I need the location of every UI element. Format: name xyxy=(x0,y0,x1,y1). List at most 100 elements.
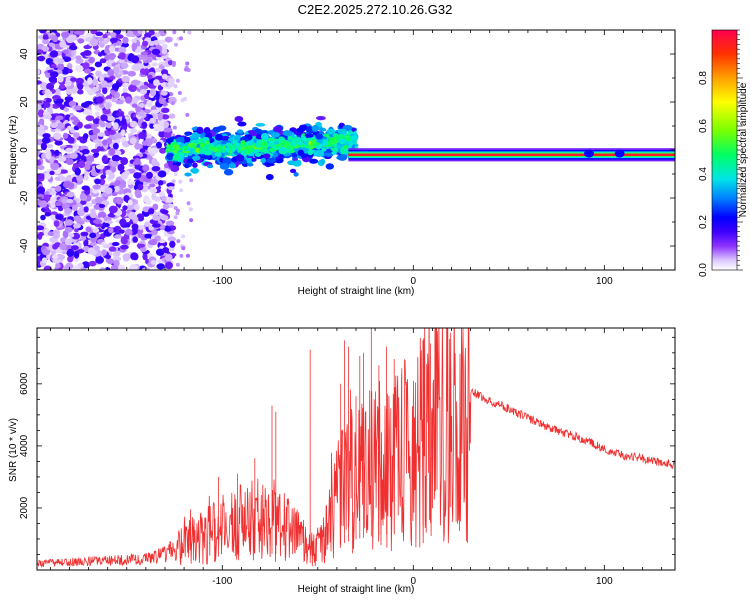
band-peak xyxy=(225,147,231,152)
noise-blob xyxy=(75,77,84,85)
noise-blob xyxy=(37,49,44,54)
noise-blob xyxy=(62,132,69,139)
noise-blob xyxy=(57,156,67,162)
noise-blob xyxy=(120,172,129,180)
noise-blob xyxy=(44,172,52,180)
noise-blob xyxy=(61,31,70,38)
noise-blob xyxy=(83,50,92,56)
noise-blob xyxy=(120,180,127,187)
noise-blob xyxy=(89,232,97,239)
noise-blob xyxy=(154,67,162,73)
noise-blob xyxy=(86,155,94,162)
noise-blob xyxy=(121,75,130,83)
noise-blob xyxy=(113,259,120,267)
noise-blob xyxy=(64,208,73,214)
noise-blob xyxy=(72,144,79,151)
band-blob xyxy=(203,127,211,135)
noise-blob xyxy=(169,240,176,248)
noise-blob xyxy=(171,179,176,184)
noise-blob xyxy=(62,56,72,62)
noise-blob xyxy=(113,142,119,150)
noise-blob xyxy=(114,234,123,239)
noise-blob xyxy=(165,197,174,203)
noise-blob xyxy=(52,243,59,250)
noise-blob xyxy=(72,163,79,168)
band-blob xyxy=(203,150,212,156)
noise-blob xyxy=(186,201,191,206)
noise-blob xyxy=(77,160,86,169)
noise-blob xyxy=(90,30,98,35)
noise-blob xyxy=(112,66,120,74)
band-blob xyxy=(184,172,192,177)
noise-blob xyxy=(108,246,117,252)
noise-blob xyxy=(122,253,131,261)
noise-blob xyxy=(161,43,168,49)
noise-blob xyxy=(151,166,161,172)
noise-blob xyxy=(101,249,107,256)
noise-blob xyxy=(67,255,74,263)
spectrogram-ticks: -100 0 100 -40 -20 0 20 40 xyxy=(19,29,675,287)
band-blob xyxy=(236,129,244,134)
noise-blob xyxy=(82,62,90,70)
noise-blob xyxy=(150,109,160,114)
noise-blob xyxy=(99,267,106,270)
band-peak xyxy=(311,141,317,146)
noise-blob xyxy=(185,253,190,258)
noise-blob xyxy=(152,223,161,228)
colorbar-tick-label: 0.0 xyxy=(698,263,709,277)
noise-blob xyxy=(73,250,80,259)
band-peak xyxy=(189,147,195,153)
noise-blob xyxy=(59,175,66,182)
band-blob xyxy=(251,157,257,162)
noise-blob xyxy=(160,90,168,96)
noise-blob xyxy=(119,52,126,60)
noise-blob xyxy=(102,139,108,146)
noise-blob xyxy=(113,185,120,193)
noise-blob xyxy=(108,227,114,234)
noise-blob xyxy=(97,36,105,42)
noise-blob xyxy=(179,188,184,193)
noise-blob xyxy=(148,208,155,215)
noise-blob xyxy=(92,78,98,86)
noise-blob xyxy=(164,36,173,43)
band-blob xyxy=(186,158,194,164)
spectrogram-heatmap xyxy=(37,30,675,270)
noise-blob xyxy=(120,129,126,137)
noise-blob xyxy=(110,161,119,168)
noise-blob xyxy=(73,30,83,35)
noise-blob xyxy=(65,78,72,87)
noise-blob xyxy=(167,186,176,191)
band-peak xyxy=(333,148,338,153)
noise-blob xyxy=(168,113,176,119)
noise-blob xyxy=(62,181,71,188)
band-blob xyxy=(172,154,181,161)
spectrogram-xlabel: Height of straight line (km) xyxy=(298,286,415,297)
noise-blob xyxy=(134,189,142,197)
noise-blob xyxy=(68,100,77,107)
band-peak xyxy=(182,146,188,151)
noise-blob xyxy=(41,257,48,264)
noise-blob xyxy=(55,185,62,192)
noise-blob xyxy=(89,211,97,219)
noise-blob xyxy=(152,203,159,211)
noise-blob xyxy=(70,77,78,82)
noise-blob xyxy=(132,97,138,105)
noise-blob xyxy=(43,194,51,202)
noise-blob xyxy=(167,60,173,66)
noise-blob xyxy=(56,122,65,130)
noise-blob xyxy=(165,220,175,227)
noise-blob xyxy=(122,82,130,88)
noise-blob xyxy=(175,262,180,267)
snr-clip xyxy=(37,328,675,568)
noise-blob xyxy=(104,254,112,259)
noise-blob xyxy=(37,186,46,194)
noise-blob xyxy=(125,30,134,37)
band-blob xyxy=(190,168,200,174)
noise-blob xyxy=(76,174,84,182)
band-blob xyxy=(273,126,282,133)
band-blob xyxy=(270,132,280,138)
noise-blob xyxy=(84,164,91,171)
band-peak xyxy=(225,142,231,147)
band-blob xyxy=(263,153,271,159)
spectrogram-ytick-label: 40 xyxy=(19,48,30,60)
